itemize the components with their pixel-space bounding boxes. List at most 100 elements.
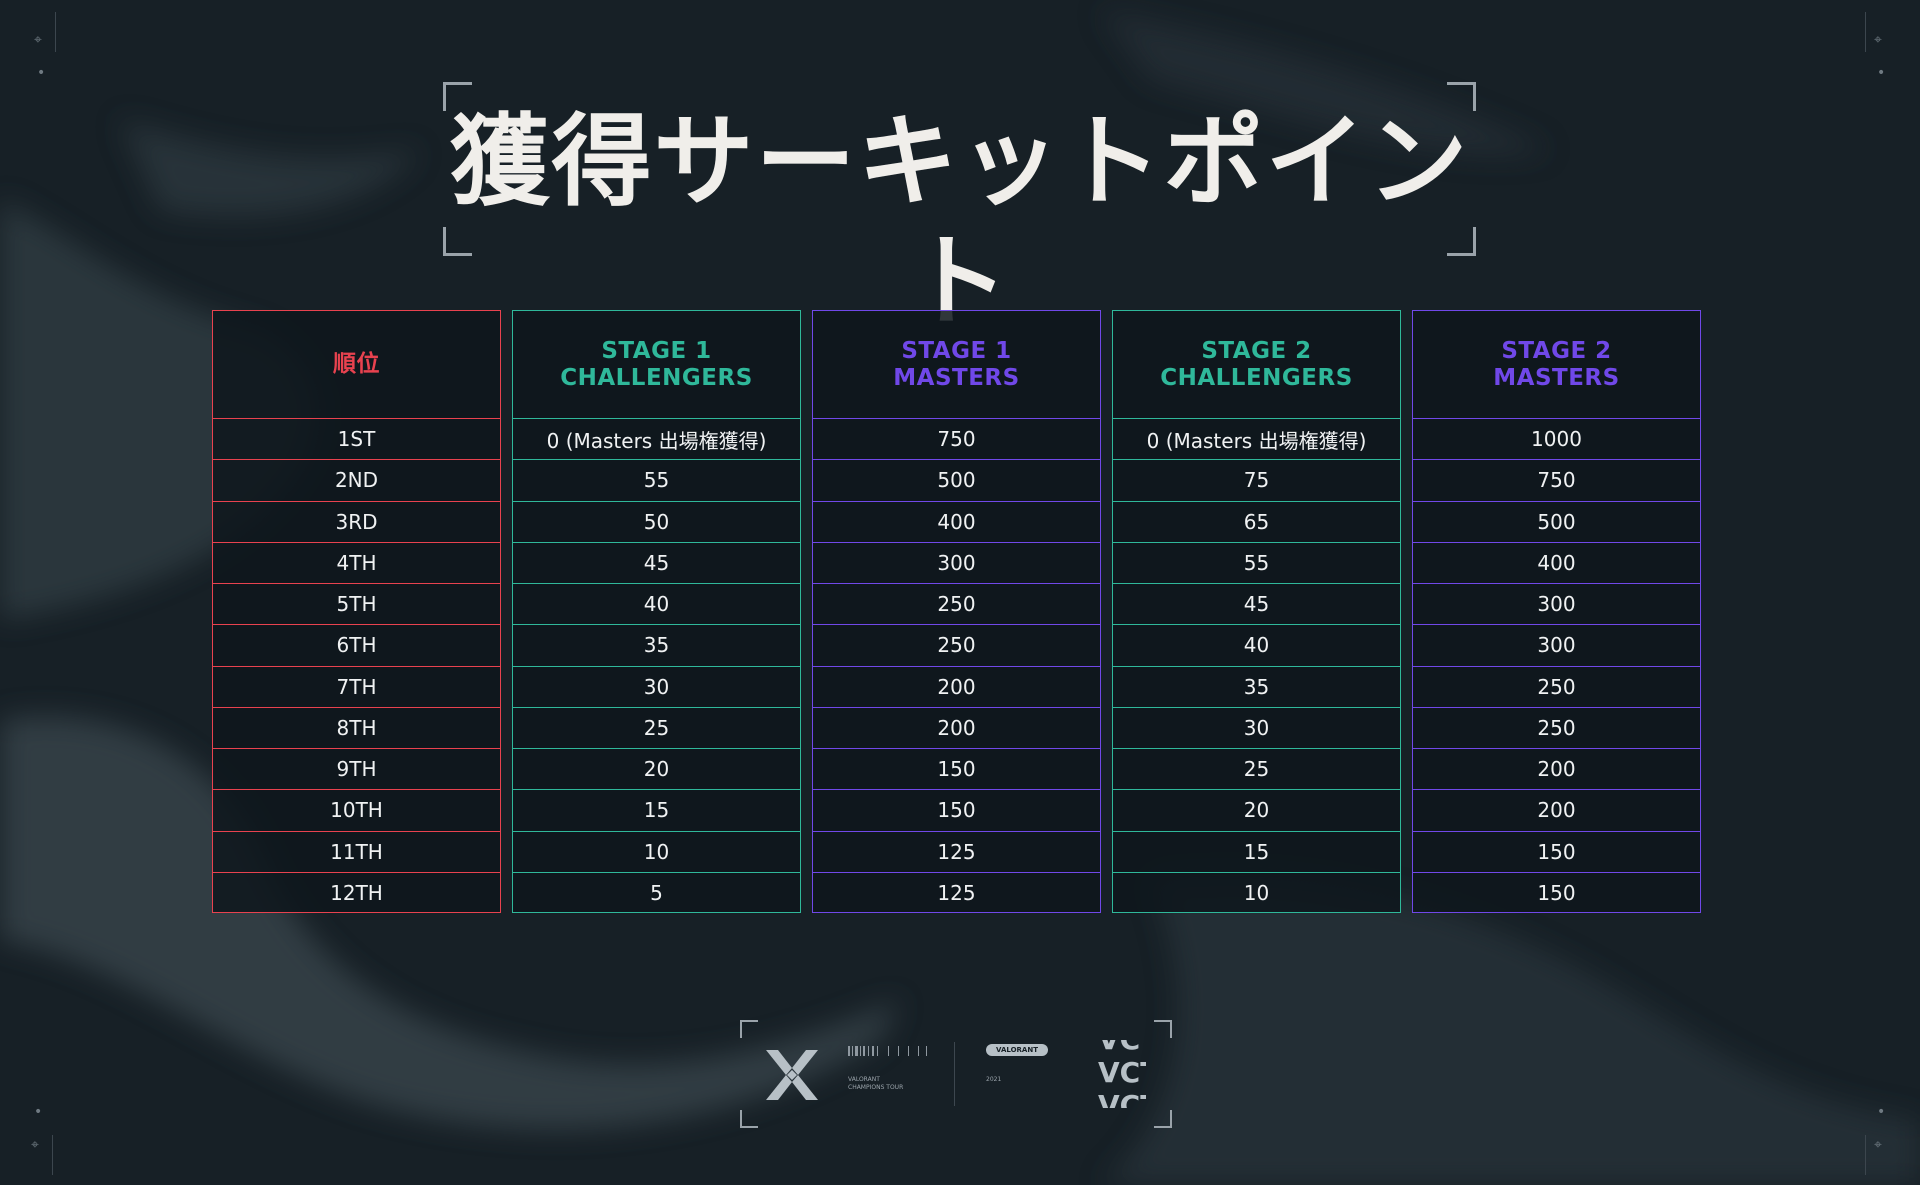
header-line: STAGE 1 (901, 337, 1012, 364)
table-cell: 30 (1113, 708, 1400, 749)
table-cell: 300 (813, 543, 1100, 584)
table-cell: 2ND (213, 460, 500, 502)
table-cell: 15 (1113, 832, 1400, 873)
table-cell: 500 (1413, 502, 1700, 543)
column-s1m: STAGE 1 MASTERS 750 500 400 300 250 250 200 200 15… (812, 310, 1101, 913)
divider (954, 1042, 955, 1106)
column-s2m: STAGE 2 MASTERS 1000 750 500 400 300 300 250 250 2… (1412, 310, 1701, 913)
corner-line-tl (55, 12, 56, 52)
vct-emblem-icon (766, 1050, 818, 1100)
table-cell: 250 (813, 625, 1100, 667)
table-cell: 20 (513, 749, 800, 791)
table-cell: 75 (1113, 460, 1400, 502)
bracket-top-left (443, 82, 472, 111)
table-cell: 50 (513, 502, 800, 543)
table-cell: 11TH (213, 832, 500, 873)
table-cell: 1ST (213, 419, 500, 461)
bracket-top-right (1447, 82, 1476, 111)
crosshair-icon: ⌖ (34, 32, 42, 48)
table-cell: 200 (813, 708, 1100, 749)
table-cell: 125 (937, 881, 976, 906)
header-line: STAGE 2 (1201, 337, 1312, 364)
table-cell: 5TH (213, 584, 500, 626)
valorant-badge: VALORANT (986, 1044, 1048, 1056)
header-line: CHALLENGERS (560, 364, 753, 391)
table-cell: 55 (513, 460, 800, 502)
crosshair-icon: ⌖ (31, 1137, 39, 1153)
table-cell: 4TH (213, 543, 500, 584)
table-cell: 750 (813, 419, 1100, 461)
table-cell: 400 (813, 502, 1100, 543)
corner-line-tr (1865, 12, 1866, 52)
table-cell: 250 (1413, 708, 1700, 749)
table-cell: 45 (513, 543, 800, 584)
table-cell: 10TH (213, 790, 500, 832)
table-cell: 35 (513, 625, 800, 667)
table-cell: 10 (513, 832, 800, 873)
bracket-bottom-right (1447, 227, 1476, 256)
table-cell: 1000 (1413, 419, 1700, 461)
table-cell: 0 (Masters 出場権獲得) (513, 419, 800, 461)
logo-bracket-top-left (740, 1020, 758, 1038)
header-line: STAGE 2 (1501, 337, 1612, 364)
table-cell: 40 (1113, 625, 1400, 667)
brand-line1: VALORANT (848, 1076, 880, 1083)
table-cell: 12TH (330, 881, 383, 906)
header-line: STAGE 1 (601, 337, 712, 364)
page-title: 獲得サーキットポイント (449, 103, 1470, 340)
logo-bracket-top-right (1154, 1020, 1172, 1038)
table-cell: 150 (1413, 832, 1700, 873)
vct-wordmark-top: VCT (1098, 1040, 1146, 1054)
title-frame: 獲得サーキットポイント (443, 82, 1476, 340)
table-cell: 150 (1537, 881, 1576, 906)
table-cell: 125 (813, 832, 1100, 873)
column-header: STAGE 2 CHALLENGERS (1113, 311, 1400, 419)
table-cell: 30 (513, 667, 800, 708)
table-cell: 0 (Masters 出場権獲得) (1113, 419, 1400, 461)
column-s2c: STAGE 2 CHALLENGERS 0 (Masters 出場権獲得) 75 65 5… (1112, 310, 1401, 913)
header-line: CHALLENGERS (1160, 364, 1353, 391)
table-cell: 35 (1113, 667, 1400, 708)
corner-line-bl (52, 1135, 53, 1175)
table-cell: 200 (1413, 749, 1700, 791)
table-cell: 250 (813, 584, 1100, 626)
table-cell: 15 (513, 790, 800, 832)
barcode-icon (848, 1046, 927, 1056)
table-cell: 500 (813, 460, 1100, 502)
header-line: 順位 (333, 351, 380, 377)
column-rank: 順位 1ST 2ND 3RD 4TH 5TH 6TH 7TH 8TH 9TH 10TH 11TH 12T… (212, 310, 501, 913)
table-cell: 300 (1413, 625, 1700, 667)
vct-wordmark-bottom: VCT (1098, 1089, 1146, 1109)
header-line: MASTERS (893, 364, 1020, 391)
vct-wordmark-main: VCT (1098, 1056, 1146, 1089)
column-s1c: STAGE 1 CHALLENGERS 0 (Masters 出場権獲得) 55 50 4… (512, 310, 801, 913)
table-cell: 400 (1413, 543, 1700, 584)
table-cell: 55 (1113, 543, 1400, 584)
table-cell: 25 (1113, 749, 1400, 791)
table-cell: 8TH (213, 708, 500, 749)
column-header: STAGE 2 MASTERS (1413, 311, 1700, 419)
dot-icon: • (37, 65, 46, 81)
table-cell: 200 (1413, 790, 1700, 832)
table-cell: 3RD (213, 502, 500, 543)
vct-wordmark: VCT VCT VCT (1098, 1040, 1146, 1108)
dot-icon: • (1877, 65, 1886, 81)
table-cell: 750 (1413, 460, 1700, 502)
table-cell: 6TH (213, 625, 500, 667)
brand-line2: CHAMPIONS TOUR (848, 1084, 904, 1091)
dot-icon: • (34, 1104, 43, 1120)
table-cell: 150 (813, 749, 1100, 791)
table-cell: 20 (1113, 790, 1400, 832)
header-line: MASTERS (1493, 364, 1620, 391)
table-cell: 300 (1413, 584, 1700, 626)
column-header: 順位 (213, 311, 500, 419)
crosshair-icon: ⌖ (1874, 1137, 1882, 1153)
vct-logo-lockup: VALORANT CHAMPIONS TOUR VALORANT 2021 VC… (740, 1020, 1172, 1128)
column-header: STAGE 1 MASTERS (813, 311, 1100, 419)
logo-bracket-bottom-left (740, 1110, 758, 1128)
year-label: 2021 (986, 1076, 1002, 1083)
crosshair-icon: ⌖ (1874, 32, 1882, 48)
table-cell: 200 (813, 667, 1100, 708)
logo-bracket-bottom-right (1154, 1110, 1172, 1128)
table-cell: 10 (1243, 881, 1270, 906)
